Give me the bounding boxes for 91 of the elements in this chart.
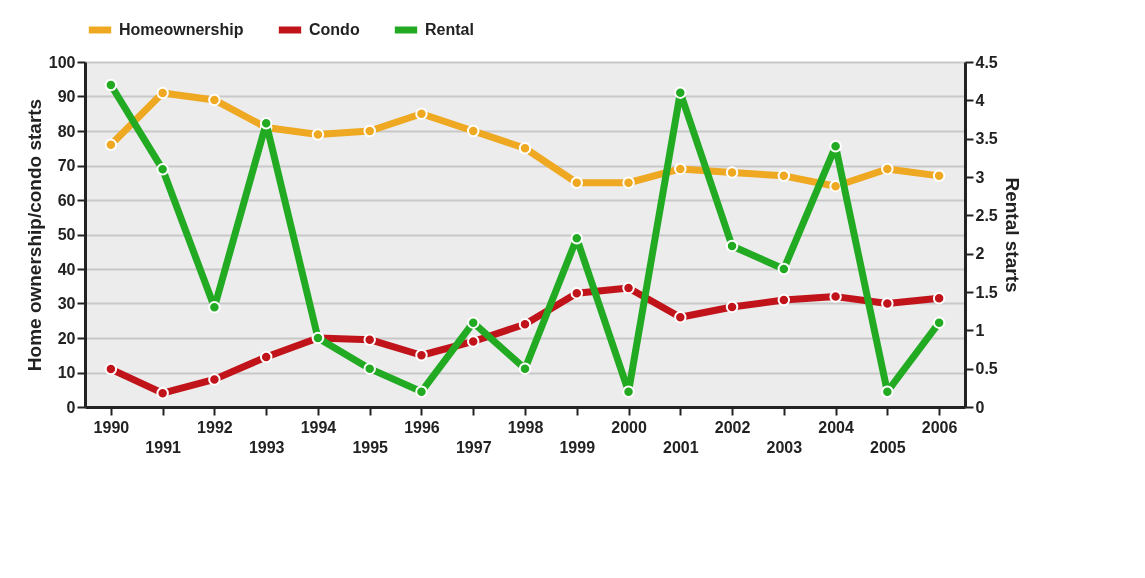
x-tick-label: 1998 xyxy=(507,418,544,436)
x-tick-label: 1997 xyxy=(455,438,492,456)
point xyxy=(725,239,739,253)
point xyxy=(415,385,428,398)
y-tick-label: 60 xyxy=(57,191,76,209)
point xyxy=(881,297,894,310)
x-tick-label: 2006 xyxy=(921,418,958,436)
x-tick-label: 2004 xyxy=(818,418,854,436)
y2-tick-label: 3 xyxy=(975,168,985,186)
legend-label: Homeownership xyxy=(119,21,244,38)
point xyxy=(466,316,480,329)
x-tick-label: 1994 xyxy=(300,418,337,436)
point xyxy=(415,107,428,120)
point xyxy=(466,335,480,348)
point xyxy=(363,124,376,138)
point xyxy=(208,301,221,314)
point xyxy=(208,373,221,386)
point xyxy=(881,162,894,176)
x-tick-label: 2000 xyxy=(611,418,647,436)
point xyxy=(104,78,118,92)
y-tick-label: 20 xyxy=(57,329,76,347)
point xyxy=(570,176,584,189)
y2-tick-label: 2.5 xyxy=(975,206,998,224)
y-axis-title: Home ownership/condo starts xyxy=(23,98,45,372)
point xyxy=(104,362,118,376)
y-tick-label: 10 xyxy=(57,364,76,381)
y2-tick-label: 2 xyxy=(975,245,985,263)
point xyxy=(674,86,687,99)
point xyxy=(156,86,169,100)
y-tick-label: 30 xyxy=(57,295,76,312)
legend-label: Condo xyxy=(309,21,360,38)
point xyxy=(674,311,687,324)
x-tick-label: 2002 xyxy=(714,418,751,436)
point xyxy=(363,362,376,375)
y2-tick-label: 3.5 xyxy=(975,130,998,148)
y-tick-label: 40 xyxy=(57,260,76,278)
point xyxy=(725,166,739,179)
point xyxy=(881,385,894,398)
point xyxy=(829,290,842,303)
point xyxy=(932,292,946,305)
x-tick-label: 2005 xyxy=(870,438,906,456)
point xyxy=(208,93,221,107)
point xyxy=(829,140,842,153)
x-tick-label: 1996 xyxy=(404,418,440,436)
point xyxy=(777,293,791,307)
y-tick-label: 50 xyxy=(57,226,76,243)
point xyxy=(777,262,791,276)
y-tick-label: 0 xyxy=(66,398,76,416)
point xyxy=(415,349,428,362)
y-tick-label: 100 xyxy=(48,53,76,71)
point xyxy=(518,142,532,155)
y-tick-label: 90 xyxy=(57,88,76,105)
y2-tick-label: 0 xyxy=(975,398,985,416)
y2-axis-title: Rental starts xyxy=(1001,177,1023,293)
y2-tick-label: 0.5 xyxy=(975,360,998,378)
y2-tick-label: 4 xyxy=(975,91,985,109)
point xyxy=(466,124,480,138)
point xyxy=(570,232,584,245)
point xyxy=(104,138,118,152)
y2-tick-label: 1 xyxy=(975,321,985,339)
y-tick-label: 70 xyxy=(57,157,76,174)
point xyxy=(363,333,376,346)
legend-label: Rental xyxy=(425,21,474,38)
point xyxy=(932,169,946,183)
y2-tick-label: 1.5 xyxy=(975,283,998,301)
point xyxy=(777,169,791,183)
y2-tick-label: 4.5 xyxy=(975,53,998,71)
x-tick-label: 1992 xyxy=(197,418,233,436)
point xyxy=(518,317,532,331)
point xyxy=(622,385,635,398)
x-tick-label: 1999 xyxy=(559,438,596,456)
point xyxy=(622,281,635,295)
point xyxy=(259,350,273,364)
x-tick-label: 2003 xyxy=(766,438,803,456)
point xyxy=(259,117,273,130)
x-tick-label: 1990 xyxy=(93,418,130,436)
point xyxy=(829,179,842,193)
point xyxy=(674,162,687,176)
point xyxy=(622,176,635,189)
point xyxy=(570,286,584,300)
x-tick-label: 2001 xyxy=(663,438,699,456)
point xyxy=(725,300,739,314)
point xyxy=(932,316,946,329)
y-tick-label: 80 xyxy=(57,122,76,140)
point xyxy=(156,386,169,400)
point xyxy=(156,163,169,176)
x-tick-label: 1991 xyxy=(145,438,182,456)
point xyxy=(311,128,325,141)
x-tick-label: 1995 xyxy=(352,438,389,456)
x-tick-label: 1993 xyxy=(248,438,285,456)
point xyxy=(518,362,532,375)
